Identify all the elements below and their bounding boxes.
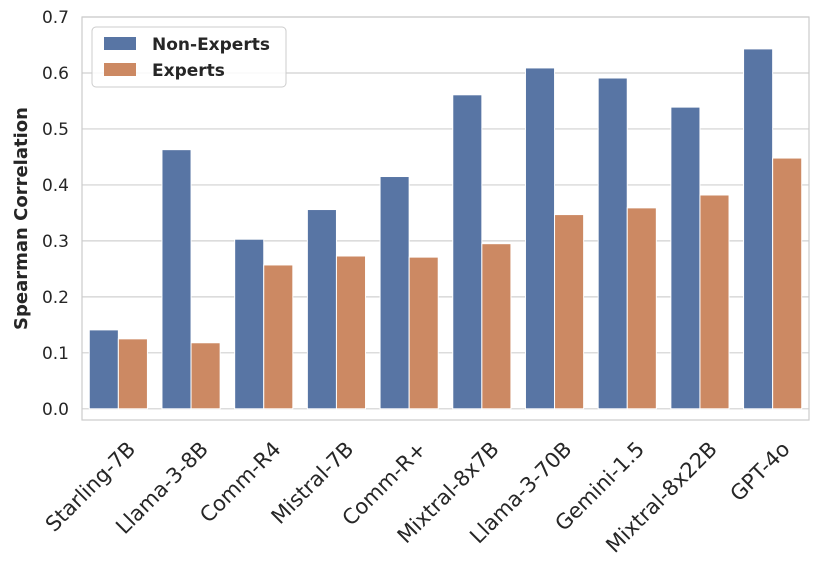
y-tick-label: 0.3 xyxy=(42,232,69,252)
legend-label: Non-Experts xyxy=(152,35,270,55)
bar-experts xyxy=(117,338,148,410)
x-axis-ticks: Starling-7BLlama-3-8BComm-R4Mistral-7BCo… xyxy=(41,437,795,558)
bar-non-experts xyxy=(452,94,483,410)
y-axis-title: Spearman Correlation xyxy=(11,107,32,330)
bar-non-experts xyxy=(597,77,628,410)
y-tick-label: 0.1 xyxy=(42,344,69,364)
bar-non-experts xyxy=(234,238,265,410)
bar-experts xyxy=(408,256,439,410)
bar-experts xyxy=(335,255,367,410)
plot-frame xyxy=(81,16,810,421)
x-tick-label: GPT-4o xyxy=(726,437,795,506)
y-axis-ticks: 0.0 0.1 0.2 0.3 0.4 0.5 0.6 0.7 xyxy=(42,8,69,420)
bar-non-experts xyxy=(670,106,701,410)
bar-experts xyxy=(554,214,585,410)
bar-experts xyxy=(263,264,294,410)
y-tick-label: 0.4 xyxy=(42,176,69,196)
bar-non-experts xyxy=(743,48,774,410)
legend: Non-Experts Experts xyxy=(91,26,287,88)
bar-non-experts xyxy=(379,176,410,410)
bar-experts xyxy=(626,207,657,410)
bar-experts xyxy=(772,157,803,410)
y-tick-label: 0.7 xyxy=(42,8,69,28)
bar-experts xyxy=(699,194,730,410)
bar-non-experts xyxy=(306,209,337,410)
y-tick-label: 0.0 xyxy=(42,400,69,420)
bars xyxy=(88,48,803,410)
bar-experts xyxy=(481,243,512,410)
legend-swatch xyxy=(104,37,136,50)
legend-label: Experts xyxy=(152,61,225,81)
bar-non-experts xyxy=(524,67,556,410)
bar-non-experts xyxy=(88,329,119,410)
bar-experts xyxy=(190,342,221,410)
y-tick-label: 0.2 xyxy=(42,288,69,308)
legend-box xyxy=(91,26,287,88)
bar-non-experts xyxy=(161,149,192,410)
y-tick-label: 0.6 xyxy=(42,64,69,84)
y-tick-label: 0.5 xyxy=(42,120,69,140)
legend-swatch xyxy=(104,63,136,76)
